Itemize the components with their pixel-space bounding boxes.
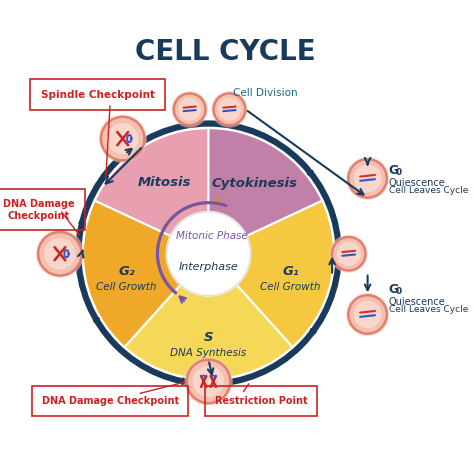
Text: Quiescence: Quiescence — [389, 297, 445, 307]
Circle shape — [332, 237, 365, 271]
Text: DNA Synthesis: DNA Synthesis — [170, 348, 246, 358]
Circle shape — [184, 357, 233, 406]
Circle shape — [354, 164, 382, 192]
Text: Quiescence: Quiescence — [389, 178, 445, 188]
Text: DNA Damage Checkpoint: DNA Damage Checkpoint — [42, 396, 179, 406]
Text: Cell Division: Cell Division — [233, 88, 297, 98]
Circle shape — [171, 91, 208, 128]
Circle shape — [187, 360, 230, 403]
Text: Spindle Checkpoint: Spindle Checkpoint — [41, 90, 155, 100]
Text: Restriction Point: Restriction Point — [215, 396, 307, 406]
Circle shape — [99, 114, 147, 163]
Text: G₁: G₁ — [282, 264, 299, 278]
Circle shape — [107, 123, 138, 155]
Text: G: G — [389, 164, 399, 176]
Circle shape — [211, 91, 248, 128]
Wedge shape — [209, 128, 322, 236]
Circle shape — [36, 229, 84, 278]
Text: Cell Leaves Cycle: Cell Leaves Cycle — [389, 186, 468, 195]
Circle shape — [38, 232, 82, 275]
Text: Cytokinesis: Cytokinesis — [211, 177, 297, 190]
Circle shape — [329, 235, 368, 273]
Circle shape — [174, 93, 206, 125]
Circle shape — [167, 212, 250, 296]
Text: G₂: G₂ — [118, 264, 135, 278]
Wedge shape — [237, 201, 334, 347]
Text: Mitonic Phase: Mitonic Phase — [176, 231, 248, 241]
Text: DNA Damage
Checkpoint: DNA Damage Checkpoint — [3, 199, 75, 220]
Circle shape — [346, 292, 389, 336]
Circle shape — [354, 301, 382, 328]
Text: Cell Leaves Cycle: Cell Leaves Cycle — [389, 305, 468, 314]
Circle shape — [213, 93, 246, 125]
Text: Cell Growth: Cell Growth — [260, 282, 320, 292]
Circle shape — [337, 242, 361, 266]
Circle shape — [178, 98, 201, 121]
Text: Mitosis: Mitosis — [137, 176, 191, 189]
Text: 0: 0 — [396, 287, 402, 296]
Circle shape — [348, 295, 387, 334]
Text: Cell Growth: Cell Growth — [96, 282, 157, 292]
Text: 0: 0 — [396, 168, 402, 177]
Circle shape — [348, 159, 387, 198]
Text: G: G — [389, 283, 399, 296]
Wedge shape — [125, 285, 292, 379]
Wedge shape — [95, 128, 209, 236]
Circle shape — [101, 117, 145, 160]
Text: CELL CYCLE: CELL CYCLE — [135, 38, 316, 66]
Circle shape — [218, 98, 241, 121]
Text: Interphase: Interphase — [179, 262, 238, 272]
Text: S: S — [204, 331, 213, 344]
Circle shape — [193, 366, 224, 397]
Wedge shape — [83, 201, 181, 347]
Circle shape — [346, 156, 389, 200]
Circle shape — [44, 238, 75, 269]
